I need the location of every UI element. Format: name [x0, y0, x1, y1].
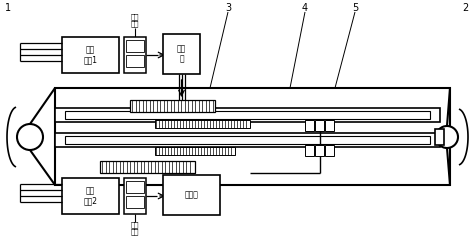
Bar [124, 178, 146, 214]
Text: 4: 4 [302, 3, 308, 13]
Bar [315, 120, 324, 131]
Bar [65, 136, 430, 144]
Bar [55, 88, 450, 185]
Bar [305, 120, 314, 131]
Bar [325, 145, 334, 156]
Bar [124, 37, 146, 73]
Bar [163, 175, 220, 215]
Bar [126, 196, 144, 208]
Text: 容错
电机2: 容错 电机2 [84, 186, 98, 206]
Bar [100, 161, 195, 173]
Text: 电控
信号: 电控 信号 [131, 13, 139, 27]
Text: 电控
信号: 电控 信号 [131, 221, 139, 235]
Bar [55, 108, 440, 122]
Bar [325, 120, 334, 131]
Bar [126, 40, 144, 52]
Text: 减速器: 减速器 [185, 191, 198, 199]
Circle shape [17, 124, 43, 150]
Text: 2: 2 [462, 3, 468, 13]
Bar [315, 145, 324, 156]
Bar [65, 111, 430, 119]
Bar [126, 181, 144, 193]
Text: 减速
器: 减速 器 [177, 44, 186, 64]
Bar [435, 129, 444, 145]
Bar [55, 133, 440, 147]
Bar [62, 37, 119, 73]
Circle shape [436, 126, 458, 148]
Bar [155, 120, 250, 128]
Bar [62, 178, 119, 214]
Bar [163, 34, 200, 74]
Text: 3: 3 [225, 3, 231, 13]
Bar [126, 55, 144, 67]
Text: 1: 1 [5, 3, 11, 13]
Bar [155, 147, 235, 155]
Text: 容错
电机1: 容错 电机1 [84, 45, 98, 65]
Bar [305, 145, 314, 156]
Bar [130, 100, 215, 112]
Text: 5: 5 [352, 3, 358, 13]
